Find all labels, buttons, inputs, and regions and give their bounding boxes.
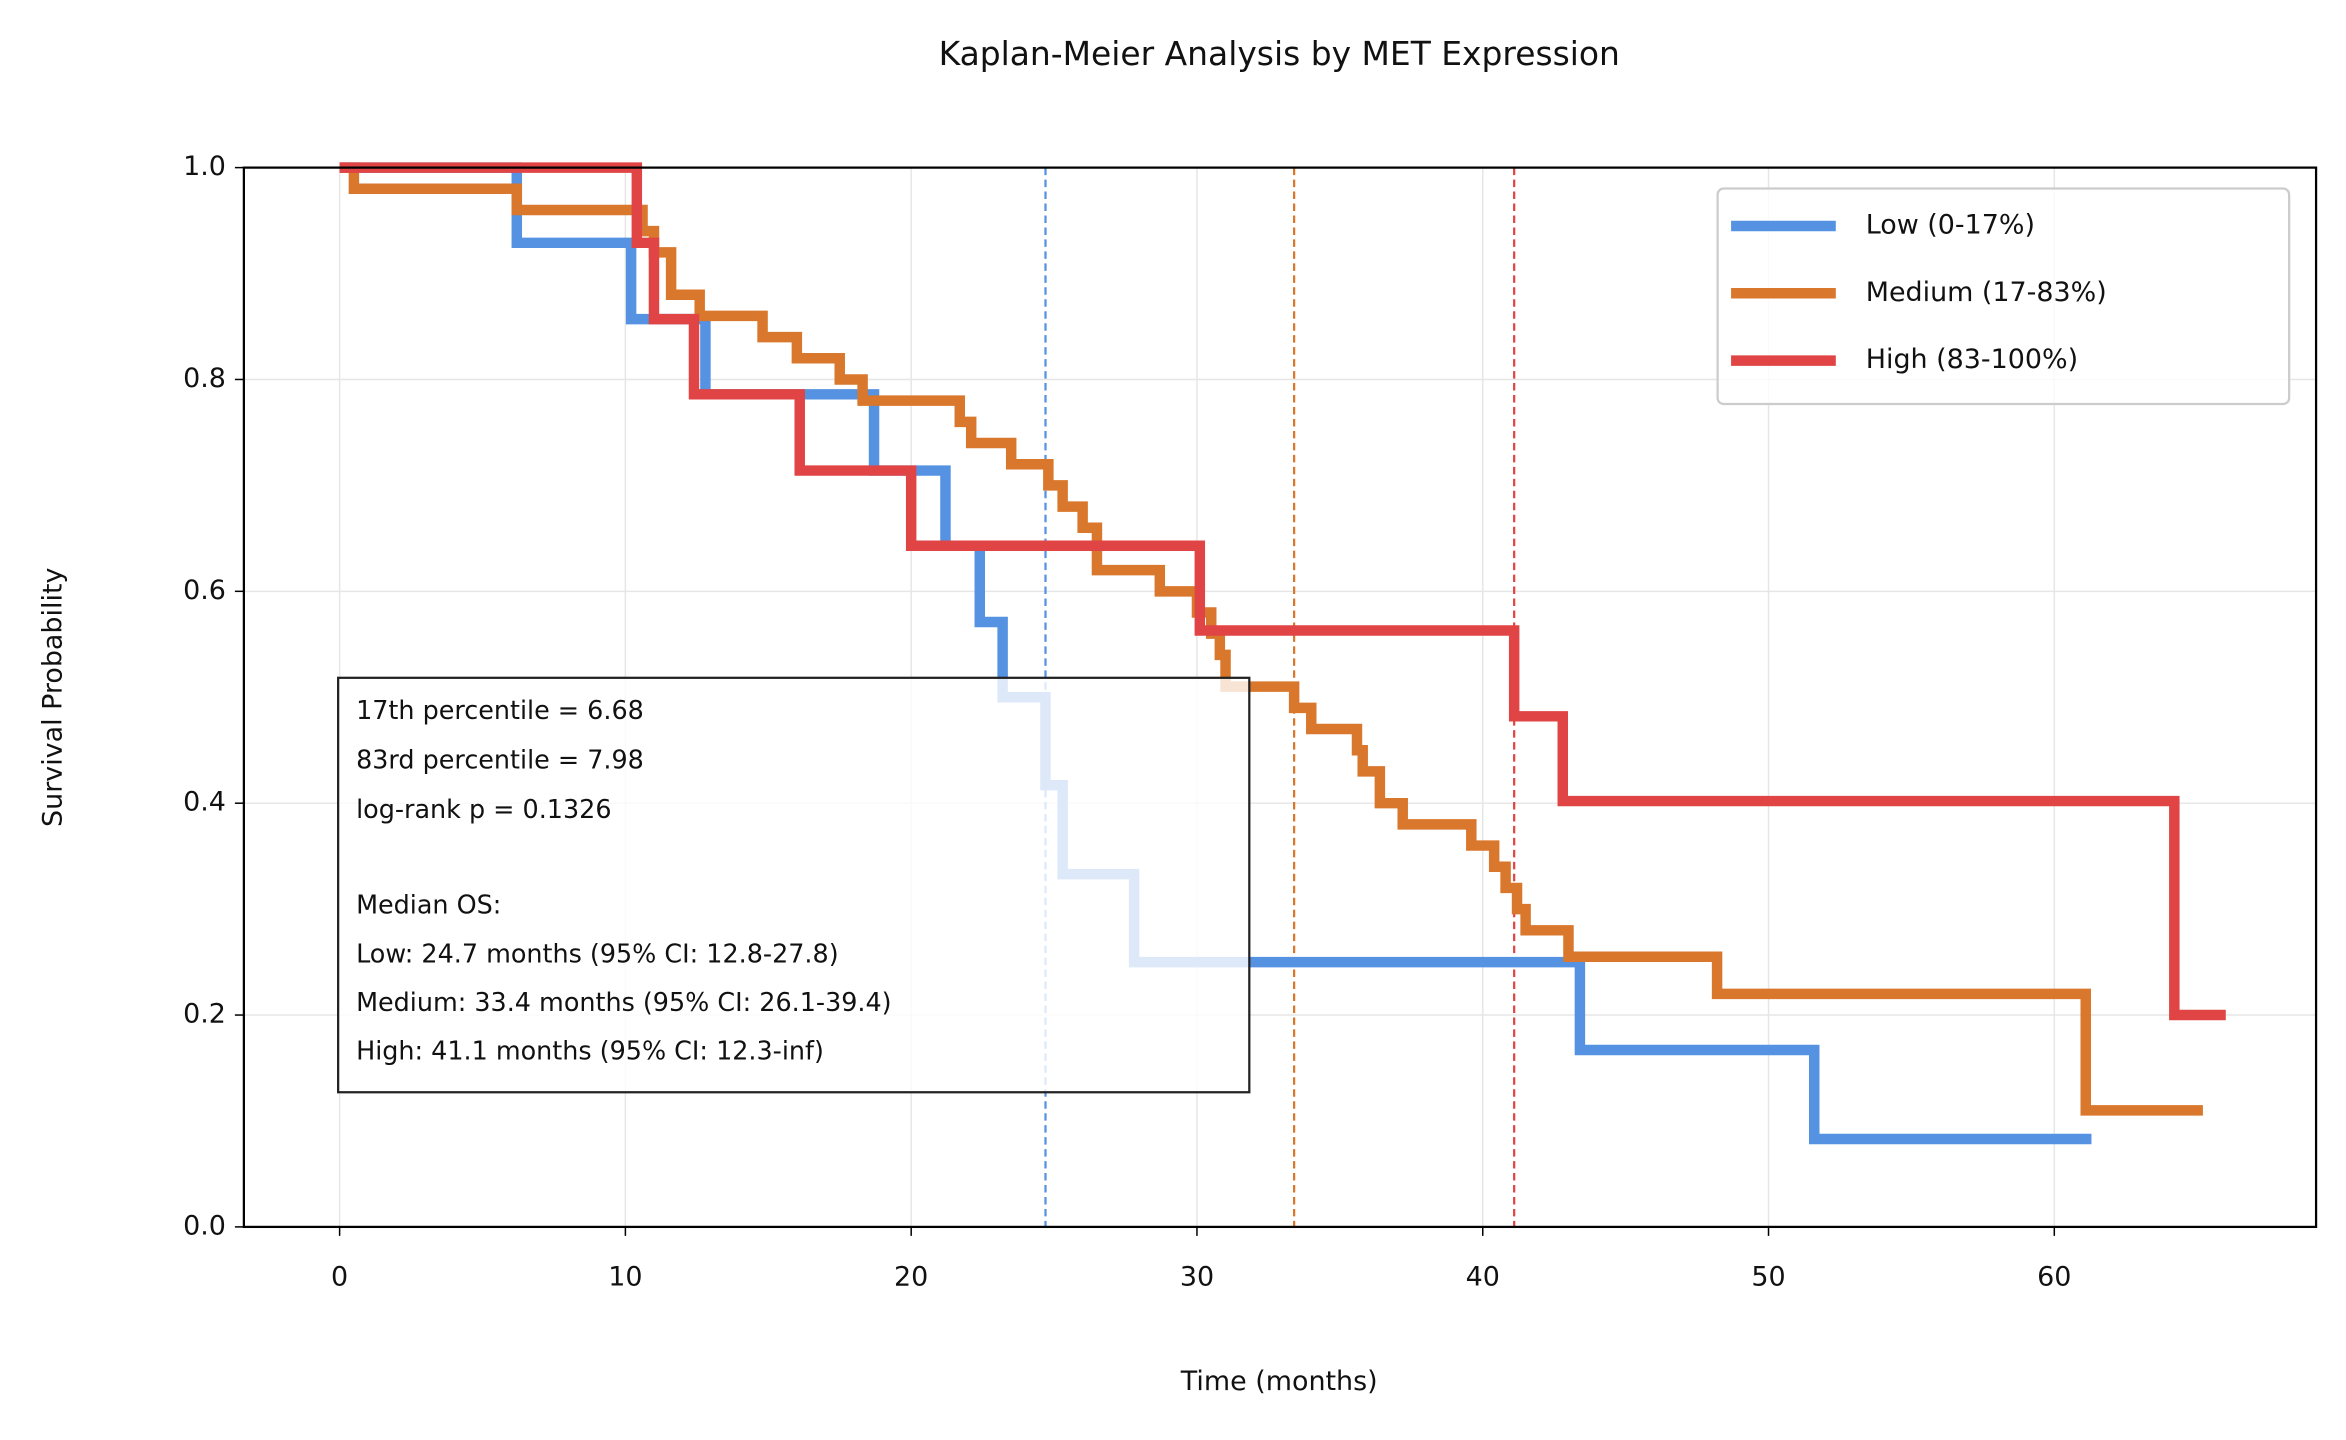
y-tick-label: 1.0 [183,151,226,182]
survival-curve [339,162,2226,1021]
stats-text: 17th percentile = 6.68 [356,695,644,725]
x-tick-label: 30 [1180,1261,1214,1292]
survival-curve [339,162,2203,1116]
stats-text: 83rd percentile = 7.98 [356,745,644,775]
x-tick-label: 10 [608,1261,642,1292]
y-tick-label: 0.4 [183,787,226,818]
y-axis-label: Survival Probability [37,567,68,826]
plot-frame [242,166,2318,1229]
x-tick-label: 40 [1466,1261,1500,1292]
stats-text: Median OS: [356,890,501,920]
x-axis-label: Time (months) [1180,1366,1378,1397]
survival-curve [339,162,2092,1145]
x-tick-label: 20 [894,1261,928,1292]
legend-label: Low (0-17%) [1866,209,2035,240]
y-tick-label: 0.6 [183,575,226,606]
x-tick-label: 50 [1751,1261,1785,1292]
stats-text: Medium: 33.4 months (95% CI: 26.1-39.4) [356,987,892,1017]
stats-box [337,676,1251,1094]
legend-label: High (83-100%) [1866,344,2078,375]
y-tick-label: 0.8 [183,363,226,394]
legend-box [1716,187,2291,406]
chart-title: Kaplan-Meier Analysis by MET Expression [939,34,1620,73]
x-tick-label: 60 [2037,1261,2071,1292]
y-tick-label: 0.2 [183,999,226,1030]
x-tick-label: 0 [331,1261,348,1292]
legend-label: Medium (17-83%) [1866,277,2107,308]
y-tick-label: 0.0 [183,1210,226,1241]
stats-text: High: 41.1 months (95% CI: 12.3-inf) [356,1036,824,1066]
stats-text: Low: 24.7 months (95% CI: 12.8-27.8) [356,938,839,968]
stats-text: log-rank p = 0.1326 [356,794,611,824]
